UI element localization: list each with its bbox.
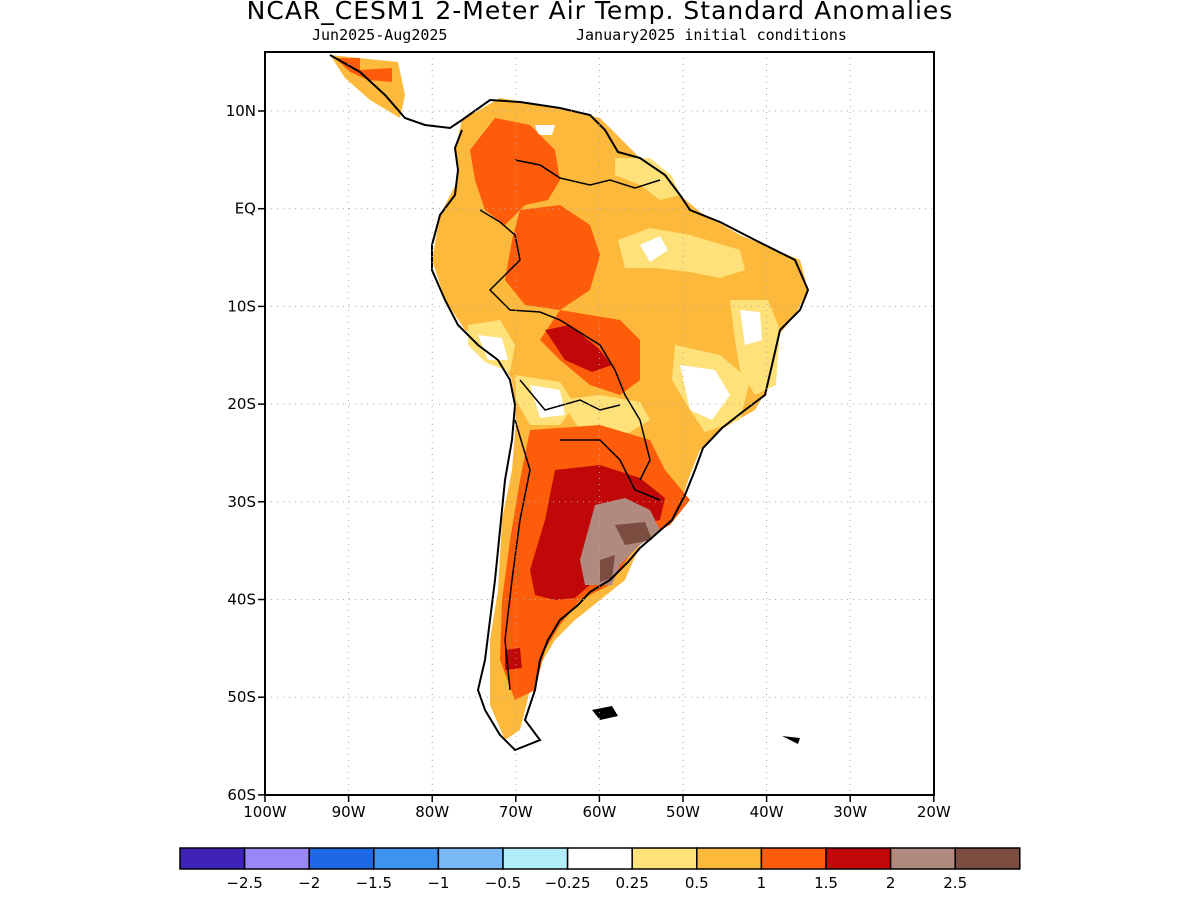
- bolivia-high-anomaly: [545, 325, 612, 372]
- border-line: [560, 439, 661, 501]
- legend-label: −2: [298, 874, 320, 892]
- northeast-brazil-low-anomaly: [618, 228, 745, 278]
- uruguay-extreme-anomaly: [615, 522, 652, 545]
- legend-label: 1.5: [814, 874, 838, 892]
- legend-swatch: [631, 847, 698, 870]
- longitude-label: 50W: [666, 803, 700, 821]
- colombia-anomaly: [470, 118, 560, 225]
- longitude-label: 30W: [833, 803, 867, 821]
- border-line: [519, 379, 621, 411]
- west-amazon-anomaly: [505, 205, 600, 310]
- latitude-label: 10S: [227, 297, 256, 315]
- longitude-label: 60W: [582, 803, 616, 821]
- longitude-label: 100W: [243, 803, 287, 821]
- initial-conditions: January2025 initial conditions: [576, 26, 847, 44]
- legend-swatch: [437, 847, 504, 870]
- neutral-patch-bolivia: [530, 385, 565, 418]
- legend-label: −0.25: [545, 874, 591, 892]
- coastline: [329, 54, 810, 752]
- legend-swatch: [889, 847, 956, 870]
- longitude-label: 90W: [332, 803, 366, 821]
- legend-swatch: [243, 847, 310, 870]
- neutral-patch-e: [740, 310, 762, 345]
- latitude-label: EQ: [235, 200, 256, 218]
- anomaly-field: [329, 54, 810, 752]
- legend-swatch: [825, 847, 892, 870]
- border-line: [514, 159, 661, 189]
- legend-swatch: [373, 847, 440, 870]
- legend-label: −1.5: [356, 874, 392, 892]
- color-legend: −2.5 −2 −1.5 −1 −0.5 −0.25 0.25 0.5 1 1.5 2 2.5: [179, 847, 1021, 892]
- map-title: NCAR_CESM1 2-Meter Air Temp. Standard An…: [246, 0, 954, 25]
- longitude-label: 40W: [750, 803, 784, 821]
- south-georgia: [782, 736, 800, 744]
- legend-swatch: [179, 847, 246, 870]
- longitude-label: 80W: [415, 803, 449, 821]
- paraguay-low-anomaly: [560, 395, 650, 435]
- legend-label: 2: [886, 874, 896, 892]
- legend-swatch: [566, 847, 633, 870]
- legend-label: 0.5: [685, 874, 709, 892]
- buenos-aires-extreme-anomaly: [600, 555, 615, 582]
- longitude-axis: 100W 90W 80W 70W 60W 50W 40W 30W 20W: [243, 795, 951, 821]
- latitude-axis: 10N EQ 10S 20S 30S 40S 50S 60S: [226, 102, 265, 804]
- neutral-patch-ne: [640, 236, 668, 262]
- legend-label: −1: [427, 874, 449, 892]
- neutral-patch-peru: [478, 335, 508, 360]
- patagonia-high-anomaly: [505, 648, 522, 670]
- legend-label: −2.5: [226, 874, 262, 892]
- falkland-islands: [592, 706, 618, 720]
- legend-label: 1: [757, 874, 767, 892]
- longitude-label: 70W: [499, 803, 533, 821]
- neutral-patch-venezuela: [535, 125, 555, 135]
- border-line: [479, 209, 651, 481]
- latitude-label: 20S: [227, 395, 256, 413]
- latitude-label: 30S: [227, 493, 256, 511]
- latitude-label: 60S: [227, 786, 256, 804]
- legend-label: −0.5: [485, 874, 521, 892]
- guiana-low-anomaly: [615, 158, 680, 200]
- longitude-label: 20W: [917, 803, 951, 821]
- latitude-label: 10N: [226, 102, 256, 120]
- legend-label: 2.5: [943, 874, 967, 892]
- forecast-period: Jun2025-Aug2025: [312, 26, 448, 44]
- latitude-label: 50S: [227, 688, 256, 706]
- legend-swatch: [760, 847, 827, 870]
- latitude-label: 40S: [227, 591, 256, 609]
- legend-swatch: [308, 847, 375, 870]
- legend-label: 0.25: [615, 874, 648, 892]
- legend-swatch: [954, 847, 1021, 870]
- legend-swatch: [696, 847, 763, 870]
- central-america-hot-shading: [335, 58, 392, 82]
- neutral-patch-se: [680, 365, 730, 420]
- legend-swatch: [502, 847, 569, 870]
